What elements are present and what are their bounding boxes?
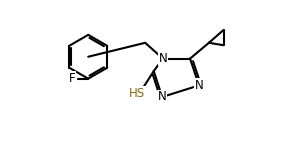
Text: HS: HS (129, 87, 145, 99)
Text: N: N (158, 90, 166, 104)
Text: N: N (194, 79, 203, 92)
Text: F: F (69, 72, 75, 85)
Text: N: N (158, 52, 167, 65)
